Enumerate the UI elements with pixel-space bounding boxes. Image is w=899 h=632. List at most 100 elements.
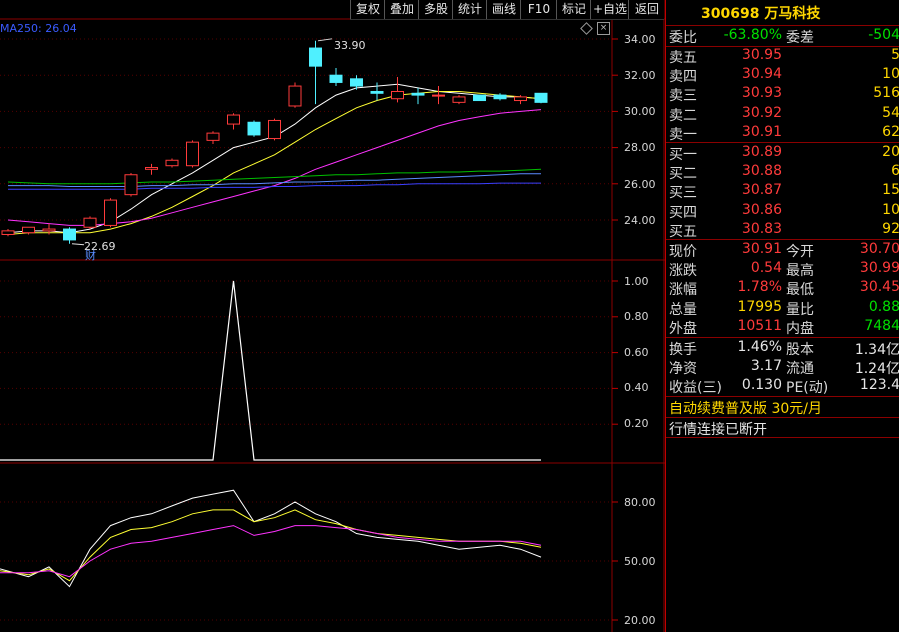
low-annotation: 22.69 [84,240,116,253]
overlay-button[interactable]: 叠加 [384,0,419,19]
row-label: 涨跌 [669,263,697,280]
row-value: 3.17 [750,358,782,375]
ask-volume: 62 [882,123,899,140]
row-label: 总量 [669,301,697,318]
candle-body [309,47,322,67]
high-annotation: 33.90 [334,39,366,52]
ask-volume: 54 [882,104,899,121]
candle-body [534,92,548,103]
back-button[interactable]: 返回 [628,0,665,19]
bid-row: 买三 30.87 15 [668,182,899,201]
stock-name: 万马科技 [764,6,821,22]
candle-body [42,228,56,232]
row-label: 卖四 [669,69,697,86]
y-tick: 28.00 [624,141,656,154]
row-label-2: 股本 [786,342,814,358]
ma250-label: MA250: 26.04 [0,22,77,35]
bid-row: 买二 30.88 6 [668,163,899,183]
draw-line-button[interactable]: 画线 [486,0,521,19]
y-tick: 80.00 [624,496,656,509]
row-label: 买四 [669,204,697,221]
ask-volume: 10 [882,66,899,83]
candle-body [329,74,343,83]
row-value: 30.94 [741,66,782,83]
ask-volume: 5 [891,47,899,63]
divider [666,417,899,418]
candle-body [268,119,281,140]
divider [666,239,899,240]
ma-line [7,168,542,185]
divider [666,25,899,26]
bid-volume: 20 [882,144,899,160]
bid-row: 买五 30.83 92 [668,221,899,240]
y-tick: 0.20 [624,417,649,430]
row-value: 30.91 [741,241,782,257]
close-icon[interactable]: × [597,22,610,35]
ask-row: 卖二 30.92 54 [668,104,899,124]
row-label: 换手 [669,342,697,358]
y-tick: 1.00 [624,275,649,288]
row-value: 10511 [737,317,782,334]
row-value: 30.91 [741,123,782,140]
row-value-2: 0.88 [868,298,899,315]
divider [666,337,899,338]
row-label-2: 最低 [786,282,814,299]
stats-button[interactable]: 统计 [452,0,487,19]
oscillator-line [0,489,542,588]
divider [666,396,899,397]
candle-body [493,94,507,100]
divider [666,142,899,143]
weicha-label: 委差 [786,30,814,46]
stat-row: 涨幅 1.78% 最低 30.45 [668,279,899,299]
mark-button[interactable]: 标记 [556,0,591,19]
bid-row: 买一 30.89 20 [668,144,899,163]
candle-body [452,96,466,103]
ask-row: 卖四 30.94 10 [668,66,899,86]
row-label: 净资 [669,361,697,378]
add-watchlist-button[interactable]: +自选 [590,0,629,19]
kline-chart[interactable] [0,0,665,632]
candle-body [145,167,158,170]
row-label: 买五 [669,223,697,240]
row-label: 卖五 [669,50,697,66]
y-tick: 50.00 [624,555,656,568]
candle-body [288,85,302,107]
candle-body [391,90,404,100]
finance-marker[interactable]: 财 [85,249,96,262]
multi-stock-button[interactable]: 多股 [418,0,453,19]
row-value: 17995 [737,298,782,315]
candle-body [350,78,363,87]
row-label-2: 最高 [786,263,814,280]
ask-row: 卖五 30.95 5 [668,47,899,66]
row-label: 卖一 [669,126,697,143]
bid-row: 买四 30.86 10 [668,202,899,221]
candle-body [83,217,97,228]
row-label: 买二 [669,166,697,183]
candle-body [411,92,425,96]
ma-line [7,83,542,234]
ma-line [7,109,542,226]
divider [666,46,899,47]
row-value: 30.95 [741,47,782,63]
row-label: 卖二 [669,107,697,124]
fundamental-row: 收益(三) 0.130 PE(动) 123.4 [668,377,899,396]
row-label: 外盘 [669,320,697,337]
row-label: 涨幅 [669,282,697,299]
annotation-leader [317,38,333,42]
chart-toolbar: 复权 叠加 多股 统计 画线 F10 标记 +自选 返回 [350,0,664,20]
f10-button[interactable]: F10 [520,0,557,19]
promo-link[interactable]: 自动续费普及版 30元/月 [669,401,822,417]
bid-volume: 15 [882,182,899,199]
candle-body [104,199,117,226]
oscillator-line [0,525,542,578]
row-value: 30.92 [741,104,782,121]
row-label: 买一 [669,147,697,163]
stock-code: 300698 [701,6,760,22]
row-value-2: 30.70 [859,241,899,257]
fuquan-button[interactable]: 复权 [350,0,385,19]
candle-body [22,226,35,234]
candle-body [514,96,527,102]
row-label-2: 量比 [786,301,814,318]
row-value: 30.88 [741,163,782,180]
